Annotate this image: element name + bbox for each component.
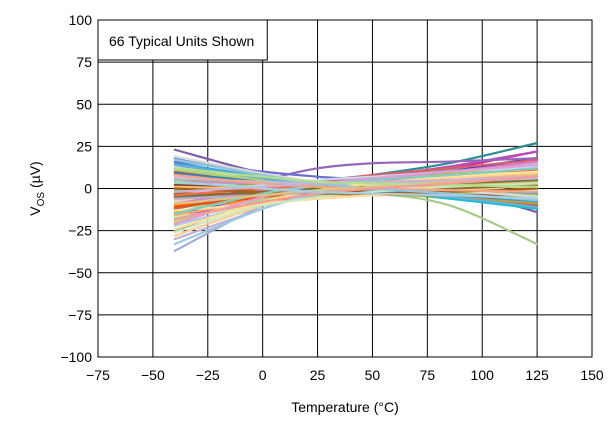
y-tick-label: −75 [68, 307, 92, 323]
annotation-box: 66 Typical Units Shown [97, 19, 268, 61]
annotation-background [97, 19, 268, 61]
y-tick-label: 0 [84, 181, 92, 197]
annotation-label: 66 Typical Units Shown [109, 33, 254, 49]
y-tick-label: 50 [76, 96, 92, 112]
y-tick-label: −25 [68, 223, 92, 239]
y-axis-label-subscript: OS [36, 192, 47, 207]
x-tick-label: 150 [580, 367, 604, 383]
y-tick-label: 75 [76, 54, 92, 70]
y-tick-label: −50 [68, 265, 92, 281]
y-tick-label: 100 [69, 12, 93, 28]
plot-frame [97, 19, 593, 358]
y-tick-label: −100 [60, 349, 92, 365]
series-line-65 [173, 175, 539, 220]
series-lines [173, 141, 539, 252]
x-tick-label: −75 [86, 367, 110, 383]
x-tick-label: 75 [420, 367, 436, 383]
y-tick-label: 25 [76, 138, 92, 154]
series-line-64 [173, 167, 539, 188]
x-tick-label: 100 [471, 367, 495, 383]
x-axis-ticks: −75 −50 −25 0 25 50 75 100 125 150 [86, 367, 604, 383]
y-axis-label-unit: (µV) [27, 161, 43, 192]
y-axis-ticks: −100 −75 −50 −25 0 25 50 75 100 [60, 12, 92, 365]
series-line-66 [173, 180, 539, 200]
x-tick-label: 0 [259, 367, 267, 383]
x-tick-label: 25 [310, 367, 326, 383]
y-axis-label: VOS (µV) [27, 161, 47, 215]
x-tick-label: −50 [141, 367, 165, 383]
x-axis-label: Temperature (°C) [291, 399, 399, 415]
x-tick-label: −25 [196, 367, 220, 383]
x-tick-label: 125 [525, 367, 549, 383]
y-axis-label-main: V [27, 206, 43, 216]
x-tick-label: 50 [365, 367, 381, 383]
